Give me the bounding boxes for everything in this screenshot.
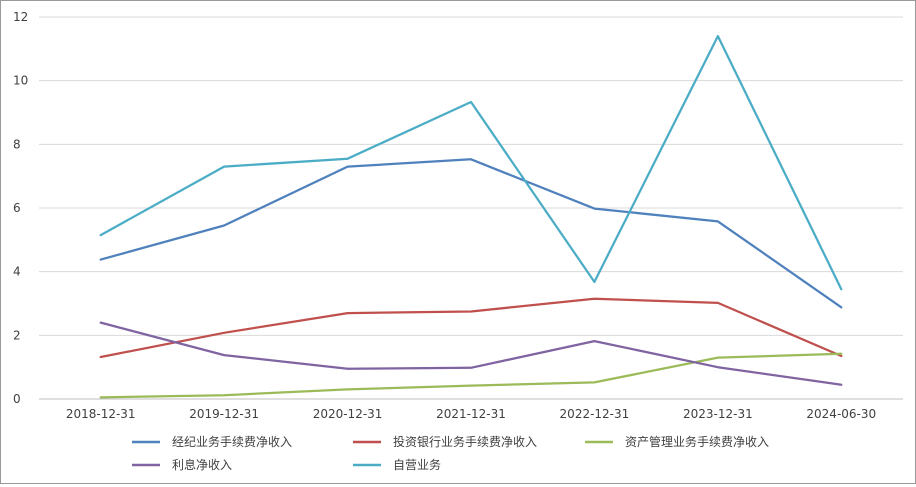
x-tick-label: 2018-12-31 — [66, 407, 136, 421]
legend-label: 利息净收入 — [172, 457, 232, 472]
x-tick-label: 2019-12-31 — [189, 407, 259, 421]
x-tick-label: 2024-06-30 — [806, 407, 876, 421]
series-line-4 — [99, 321, 843, 386]
x-tick-label: 2022-12-31 — [560, 407, 630, 421]
x-axis-ticks: 2018-12-31 2019-12-31 2020-12-31 2021-12-31… — [66, 407, 876, 421]
y-tick-label: 2 — [13, 328, 21, 342]
series-line-5 — [99, 34, 843, 291]
y-axis-ticks: 0 2 4 6 8 10 12 — [13, 10, 28, 406]
series-lines — [99, 34, 843, 399]
x-tick-label: 2021-12-31 — [436, 407, 506, 421]
y-tick-label: 0 — [13, 392, 21, 406]
x-tick-label: 2023-12-31 — [683, 407, 753, 421]
x-tick-label: 2020-12-31 — [313, 407, 383, 421]
series-line-3 — [99, 352, 843, 399]
y-tick-label: 6 — [13, 201, 21, 215]
series-line-1 — [99, 158, 843, 309]
legend-label: 资产管理业务手续费净收入 — [625, 434, 769, 449]
y-tick-label: 8 — [13, 137, 21, 151]
legend-label: 经纪业务手续费净收入 — [172, 434, 292, 449]
legend-label: 投资银行业务手续费净收入 — [393, 434, 537, 449]
y-tick-label: 4 — [13, 265, 21, 279]
y-tick-label: 10 — [13, 74, 28, 88]
series-line-2 — [99, 297, 843, 359]
legend-label: 自营业务 — [393, 457, 441, 472]
y-tick-label: 12 — [13, 10, 28, 24]
gridlines — [39, 16, 903, 400]
